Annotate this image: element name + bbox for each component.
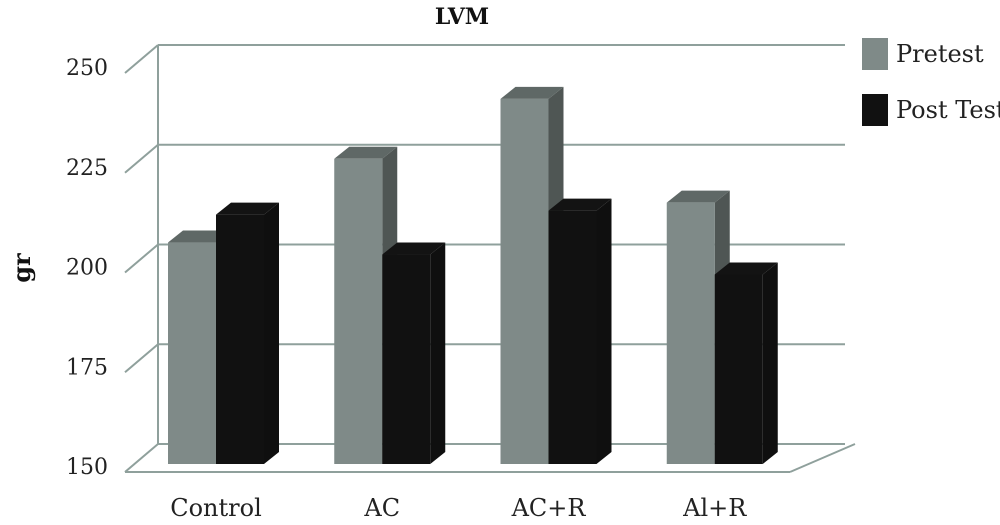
legend-swatch (862, 38, 888, 70)
x-axis-categories: Control AC AC+R Al+R (170, 494, 747, 522)
bar-front (666, 202, 715, 464)
bar-top (382, 242, 446, 255)
bar-front (216, 214, 264, 464)
bar-top (666, 190, 730, 203)
gridline-depth (124, 143, 159, 174)
y-tick-label: 225 (66, 156, 108, 181)
y-tick-label: 200 (66, 256, 108, 281)
chart-title: LVM (435, 4, 489, 30)
bar-post-test-al-r (714, 262, 778, 464)
y-tick-label: 175 (66, 355, 108, 380)
bar-side (596, 198, 612, 464)
gridline-depth (124, 243, 159, 274)
bar-front (548, 210, 597, 464)
bar-top (216, 202, 279, 215)
legend: Pretest Post Test (862, 38, 1000, 126)
y-axis-ticks: 150 175 200 225 250 (66, 56, 108, 480)
bar-side (264, 202, 279, 464)
bar-pretest-ac (334, 146, 398, 464)
bar-front (334, 158, 383, 464)
bar-top (714, 262, 778, 275)
bar-top (500, 86, 564, 99)
legend-swatch (862, 94, 888, 126)
y-tick-label: 150 (66, 455, 108, 480)
x-category-label: Control (170, 494, 262, 522)
bar-post-test-ac (382, 242, 446, 464)
y-tick-label: 250 (66, 56, 108, 81)
bar-front (168, 242, 216, 464)
legend-item-pretest: Pretest (862, 38, 984, 70)
legend-item-post-test: Post Test (862, 94, 1000, 126)
bars (168, 86, 778, 465)
bar-front (714, 274, 763, 464)
x-category-label: Al+R (682, 494, 747, 522)
bar-front (382, 254, 431, 464)
bar-post-test-control (216, 202, 279, 464)
floor-side-edge (789, 443, 856, 473)
bar-side (430, 242, 446, 464)
x-category-label: AC (363, 494, 400, 522)
bar-top (334, 146, 398, 159)
gridline-depth (124, 443, 159, 473)
legend-label: Pretest (896, 40, 984, 68)
bar-post-test-ac-r (548, 198, 612, 464)
bar-front (500, 98, 549, 465)
bar-top (548, 198, 612, 211)
x-category-label: AC+R (511, 494, 587, 522)
legend-label: Post Test (896, 96, 1000, 124)
bar-side (762, 262, 778, 464)
y-axis-label: gr (7, 253, 36, 283)
gridline-depth (124, 44, 159, 74)
gridline-depth (124, 343, 159, 374)
bar-top (168, 230, 231, 243)
